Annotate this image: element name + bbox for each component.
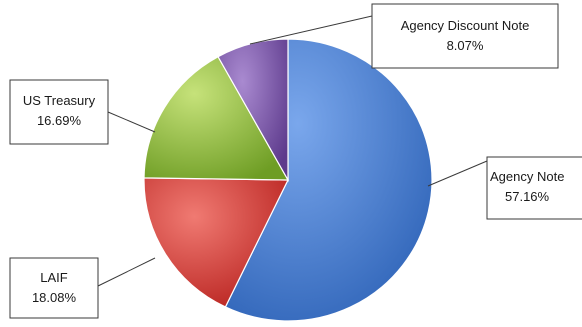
leader-line-us-treasury [107,111,156,133]
value-agency-discount-note: 8.07% [447,38,484,53]
label-us-treasury: US Treasury [23,93,96,108]
label-agency-discount-note: Agency Discount Note [401,18,530,33]
leader-line-agency-note [427,160,488,187]
callout-agency-discount-note: Agency Discount Note 8.07% [371,3,559,69]
slice-laif [143,177,289,308]
value-us-treasury: 16.69% [37,113,82,128]
slice-agency-note [224,38,433,322]
leader-line-laif [97,257,156,287]
slice-us-treasury [143,55,290,181]
label-agency-note: Agency Note [490,169,564,184]
callout-agency-note: Agency Note 57.16% [486,156,582,220]
callout-laif: LAIF 18.08% [9,257,99,319]
pie-slices [143,38,433,322]
value-agency-note: 57.16% [505,189,550,204]
label-laif: LAIF [40,270,68,285]
callout-us-treasury: US Treasury 16.69% [9,79,109,145]
value-laif: 18.08% [32,290,77,305]
leader-line-agency-discount-note [249,15,373,45]
